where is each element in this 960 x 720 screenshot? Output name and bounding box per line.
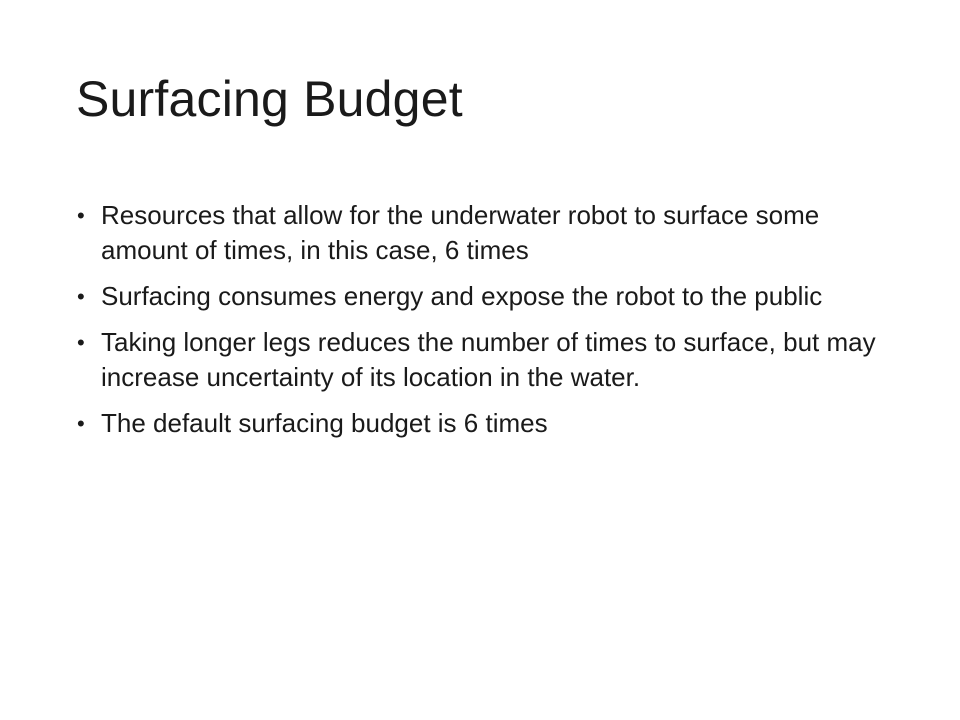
bullet-icon: • [77, 284, 85, 309]
slide-title: Surfacing Budget [76, 71, 463, 127]
bullet-text: Taking longer legs reduces the number of… [101, 327, 876, 392]
bullet-item: • Taking longer legs reduces the number … [76, 325, 896, 395]
bullet-icon: • [77, 330, 85, 355]
bullet-icon: • [77, 203, 85, 228]
bullet-text: Resources that allow for the underwater … [101, 200, 820, 265]
bullet-text: Surfacing consumes energy and expose the… [101, 281, 823, 311]
bullet-item: • Resources that allow for the underwate… [76, 198, 896, 268]
bullet-text: The default surfacing budget is 6 times [101, 408, 548, 438]
bullet-icon: • [77, 411, 85, 436]
bullet-list: • Resources that allow for the underwate… [76, 198, 896, 452]
bullet-item: • Surfacing consumes energy and expose t… [76, 279, 896, 314]
bullet-item: • The default surfacing budget is 6 time… [76, 406, 896, 441]
